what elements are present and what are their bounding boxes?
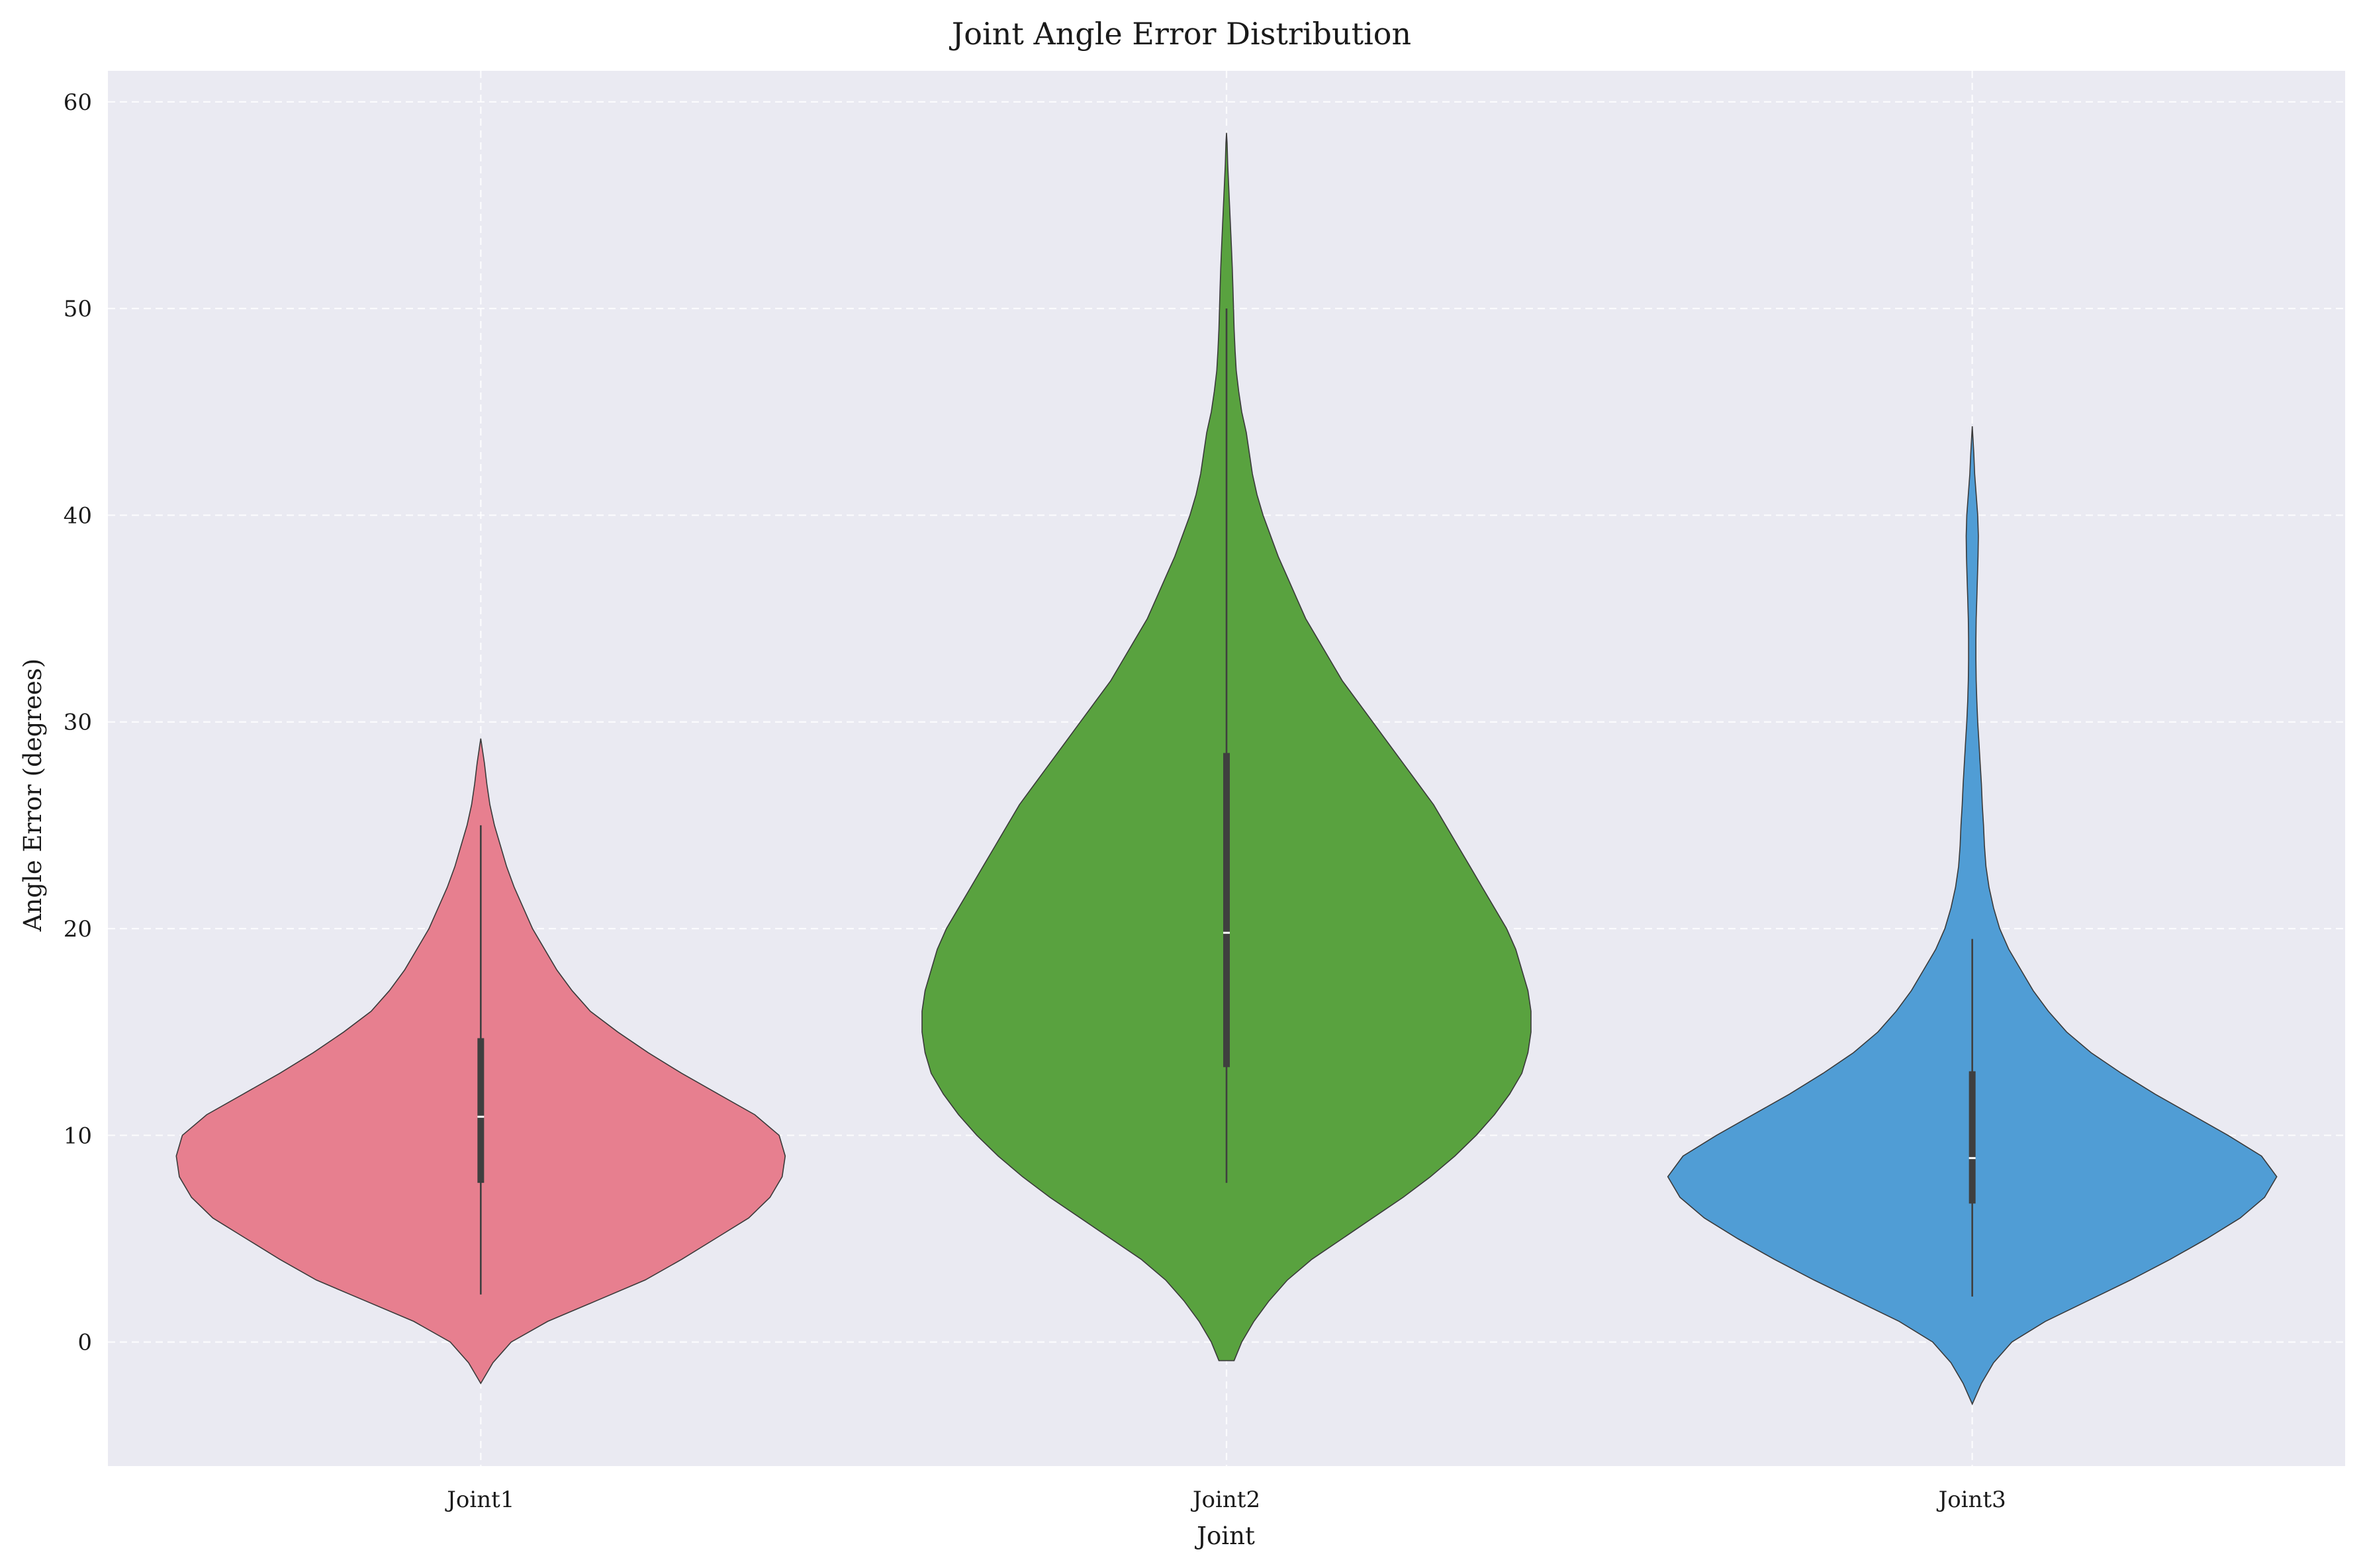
violin-body	[1667, 426, 2278, 1406]
y-axis-ticks: 0 10 20 30 40 50 60	[64, 89, 92, 1356]
x-axis-ticks: Joint1 Joint2 Joint3	[445, 1487, 2006, 1513]
y-tick-label: 60	[64, 89, 92, 116]
y-axis-label: Angle Error (degrees)	[19, 659, 47, 932]
chart-title: Joint Angle Error Distribution	[949, 16, 1411, 52]
x-tick-label: Joint3	[1937, 1487, 2006, 1513]
box-layer	[477, 308, 1976, 1297]
y-tick-label: 20	[64, 916, 92, 943]
y-tick-label: 50	[64, 296, 92, 322]
y-tick-label: 40	[64, 502, 92, 529]
x-tick-label: Joint2	[1191, 1487, 1260, 1513]
y-tick-label: 30	[64, 710, 92, 736]
x-tick-label: Joint1	[445, 1487, 514, 1513]
y-tick-label: 0	[77, 1330, 92, 1356]
y-tick-label: 10	[64, 1123, 92, 1149]
x-axis-label: Joint	[1194, 1522, 1255, 1550]
